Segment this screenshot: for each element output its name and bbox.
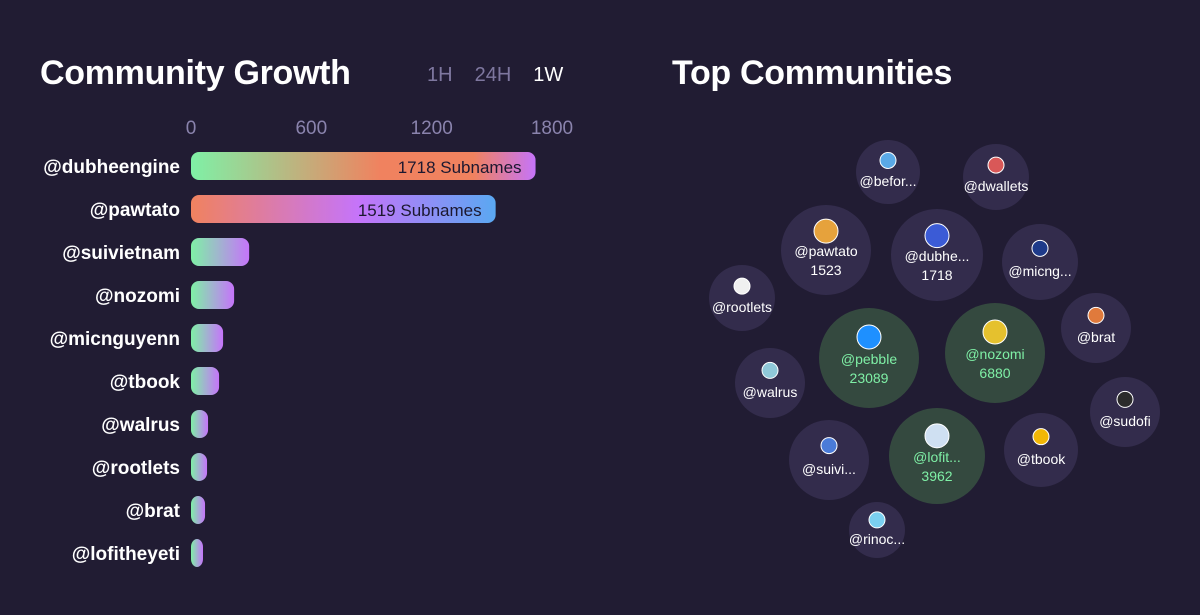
yeti-logo-icon <box>924 423 950 449</box>
category-label: @lofitheyeti <box>72 544 180 565</box>
community-growth-chart: 0 600 1200 1800 @dubheengine 1718 Subnames @pa… <box>43 118 573 567</box>
category-label: @brat <box>126 501 181 522</box>
x-tick-label: 1800 <box>531 118 573 139</box>
bubble-suivi[interactable]: @suivi... <box>789 420 869 500</box>
x-tick-label: 600 <box>295 118 327 139</box>
brat-logo-icon <box>1087 306 1105 324</box>
walrus-logo-icon <box>761 361 779 379</box>
nozomi-logo-icon <box>982 319 1008 345</box>
bubble-label: @rootlets <box>712 299 772 315</box>
bar-micnguyenn[interactable] <box>191 324 224 352</box>
bubble-label: @rinoc... <box>849 531 905 547</box>
bubble-value: 1718 <box>921 267 952 283</box>
bubble-label: @tbook <box>1017 451 1066 467</box>
bubble-label: @dwallets <box>964 178 1029 194</box>
bubble-befor[interactable]: @befor... <box>856 140 920 204</box>
bubble-nozomi[interactable]: @nozomi 6880 <box>945 303 1045 403</box>
range-tab-1h[interactable]: 1H <box>427 64 453 86</box>
category-label: @walrus <box>101 415 180 436</box>
bar-tbook[interactable] <box>191 367 220 395</box>
category-label: @pawtato <box>90 200 180 221</box>
bubble-value: 1523 <box>810 262 841 278</box>
bubble-dubhe[interactable]: @dubhe... 1718 <box>891 209 983 301</box>
bubble-rinoc[interactable]: @rinoc... <box>849 502 905 558</box>
bubble-label: @micng... <box>1008 263 1071 279</box>
bar-value-label: 1519 Subnames <box>358 201 482 220</box>
bubble-walrus[interactable]: @walrus <box>735 348 805 418</box>
bubble-dwallets[interactable]: @dwallets <box>963 144 1029 210</box>
category-label: @tbook <box>110 372 181 393</box>
bubble-pawtato[interactable]: @pawtato 1523 <box>781 205 871 295</box>
category-label: @micnguyenn <box>50 329 180 350</box>
top-communities-title: Top Communities <box>672 54 953 92</box>
globe-icon <box>879 151 897 169</box>
bar-pawtato[interactable] <box>191 195 496 223</box>
category-label: @nozomi <box>95 286 180 307</box>
rinoco-logo-icon <box>868 511 886 529</box>
bar-lofitheyeti[interactable] <box>191 539 203 567</box>
bubble-label: @walrus <box>743 384 798 400</box>
bubble-label: @pebble <box>841 351 897 367</box>
bubble-micng[interactable]: @micng... <box>1002 224 1078 300</box>
pawtato-logo-icon <box>813 218 839 244</box>
x-tick-label: 0 <box>186 118 197 139</box>
bubble-sudofi[interactable]: @sudofi <box>1090 377 1160 447</box>
rootlets-logo-icon <box>733 277 751 295</box>
bubble-label: @sudofi <box>1099 413 1151 429</box>
bar-dubheengine[interactable] <box>191 152 536 180</box>
bar-brat[interactable] <box>191 496 206 524</box>
bubble-label: @nozomi <box>965 346 1024 362</box>
bubble-rootlets[interactable]: @rootlets <box>709 265 775 331</box>
bubble-value: 3962 <box>921 468 952 484</box>
bubble-label: @lofit... <box>913 449 961 465</box>
range-tab-1w[interactable]: 1W <box>533 64 564 86</box>
category-label: @suivietnam <box>62 243 180 264</box>
bar-nozomi[interactable] <box>191 281 235 309</box>
dwallets-logo-icon <box>987 156 1005 174</box>
bubble-value: 23089 <box>850 370 889 386</box>
bubble-pebble[interactable]: @pebble 23089 <box>819 308 919 408</box>
bar-walrus[interactable] <box>191 410 209 438</box>
bar-suivietnam[interactable] <box>191 238 250 266</box>
bubble-label: @suivi... <box>802 461 856 477</box>
bubble-label: @befor... <box>859 173 916 189</box>
pebble-logo-icon <box>856 324 882 350</box>
range-tab-24h[interactable]: 24H <box>474 64 512 86</box>
bar-rootlets[interactable] <box>191 453 208 481</box>
bubble-brat[interactable]: @brat <box>1061 293 1131 363</box>
category-label: @dubheengine <box>43 157 180 178</box>
bubble-label: @brat <box>1077 329 1115 345</box>
tbook-logo-icon <box>1032 428 1050 446</box>
sudofi-logo-icon <box>1116 390 1134 408</box>
bubble-label: @dubhe... <box>905 248 970 264</box>
time-range-selector: 1H 24H 1W <box>427 64 563 87</box>
sui-logo-icon <box>1031 239 1049 257</box>
bar-value-label: 1718 Subnames <box>398 158 522 177</box>
category-label: @rootlets <box>92 458 180 479</box>
dubhe-logo-icon <box>924 223 950 249</box>
bubble-tbook[interactable]: @tbook <box>1004 413 1078 487</box>
bubble-lofit[interactable]: @lofit... 3962 <box>889 408 985 504</box>
x-tick-label: 1200 <box>411 118 453 139</box>
drop-icon <box>820 437 838 455</box>
community-growth-title: Community Growth <box>40 54 351 92</box>
bubble-label: @pawtato <box>794 243 857 259</box>
bubble-value: 6880 <box>979 365 1010 381</box>
